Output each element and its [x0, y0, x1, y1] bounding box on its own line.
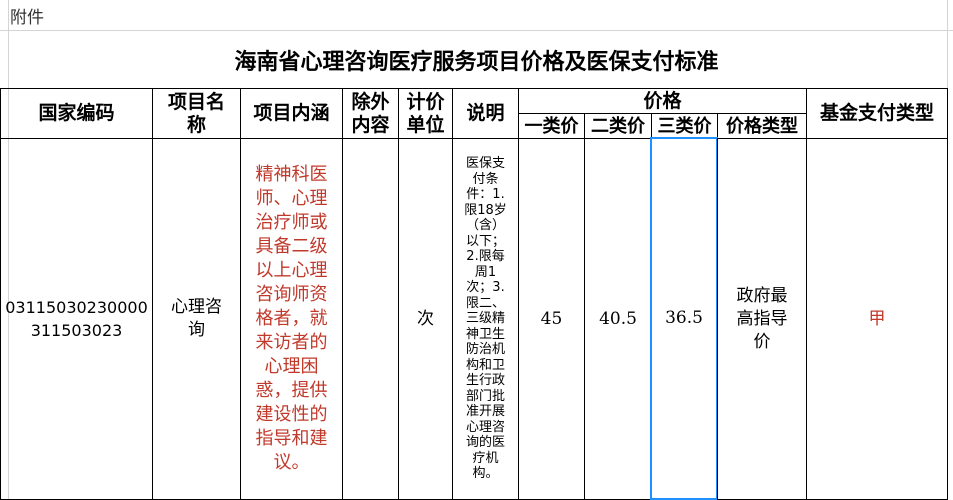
- cell-price1[interactable]: 45: [518, 138, 585, 500]
- cell-excluded[interactable]: [342, 138, 399, 500]
- cell-code[interactable]: 03115030230000 311503023: [0, 138, 153, 500]
- cell-unit[interactable]: 次: [398, 138, 453, 500]
- cell-price3-selected[interactable]: 36.5: [650, 137, 718, 500]
- header-code: 国家编码: [0, 88, 153, 139]
- cell-name[interactable]: 心理咨询: [152, 138, 241, 500]
- cell-content[interactable]: 精神科医师、心理治疗师或具备二级以上心理咨询师资格者，就来访者的心理困惑，提供建…: [240, 138, 343, 500]
- header-price2: 二类价: [584, 113, 652, 139]
- header-excluded: 除外内容: [342, 88, 399, 139]
- cell-note[interactable]: 医保支付条件：1.限18岁（含）以下；2.限每周1次；3.限二、三级精神卫生防治…: [452, 138, 519, 500]
- header-price-type: 价格类型: [717, 113, 807, 139]
- header-content: 项目内涵: [240, 88, 343, 139]
- header-price1: 一类价: [518, 113, 585, 139]
- cell-price2[interactable]: 40.5: [584, 138, 652, 500]
- header-price3: 三类价: [651, 113, 718, 139]
- header-fund-type: 基金支付类型: [806, 88, 948, 139]
- code-line2: 311503023: [30, 321, 123, 340]
- header-price: 价格: [518, 88, 807, 114]
- attachment-label: 附件: [10, 7, 44, 28]
- header-name: 项目名称: [152, 88, 241, 139]
- page-title: 海南省心理咨询医疗服务项目价格及医保支付标准: [234, 49, 719, 75]
- cell-fund-type[interactable]: 甲: [806, 138, 948, 500]
- header-note: 说明: [452, 88, 519, 139]
- cell-price-type[interactable]: 政府最高指导价: [717, 138, 807, 500]
- header-unit: 计价单位: [398, 88, 453, 139]
- code-line1: 03115030230000: [5, 298, 148, 317]
